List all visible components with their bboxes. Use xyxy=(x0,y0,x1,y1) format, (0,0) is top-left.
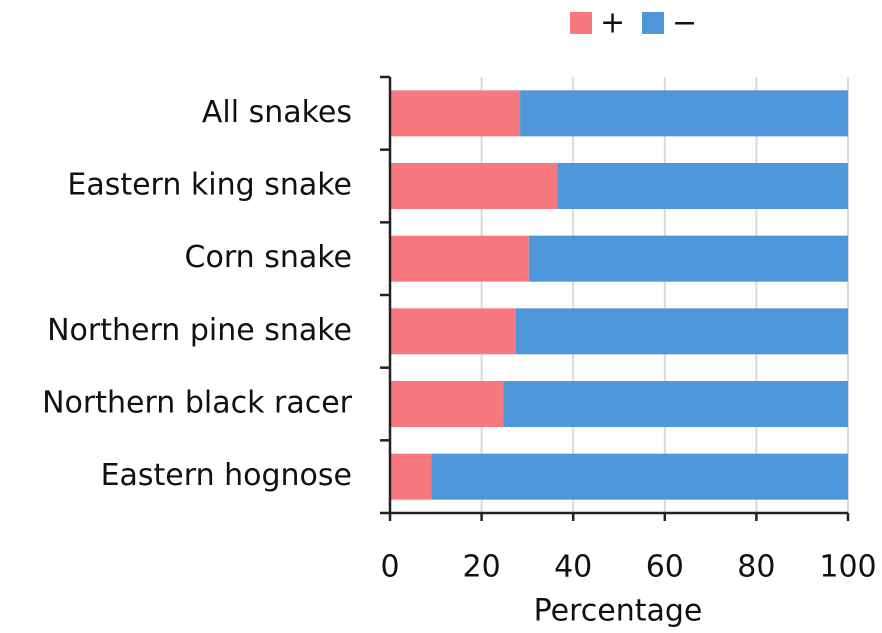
x-tick-label: 60 xyxy=(646,550,684,585)
bar-segment xyxy=(520,90,848,137)
y-tick-label: All snakes xyxy=(202,95,352,130)
x-tick-label: 80 xyxy=(737,550,775,585)
x-tick-label: 40 xyxy=(554,550,592,585)
x-tick-label: 0 xyxy=(380,550,399,585)
legend-swatch xyxy=(570,12,592,34)
y-tick-label: Eastern king snake xyxy=(67,168,352,203)
x-tick-label: 20 xyxy=(463,550,501,585)
bar-segment xyxy=(390,381,504,427)
legend-label: + xyxy=(600,6,625,41)
y-tick-label: Northern black racer xyxy=(42,386,353,421)
bar-segment xyxy=(390,308,516,355)
x-tick-label: 100 xyxy=(819,550,876,585)
bar-segment xyxy=(390,90,521,137)
bar-segment xyxy=(528,235,848,282)
bar-segment xyxy=(390,235,529,282)
x-axis-title: Percentage xyxy=(534,594,703,629)
bar-segment xyxy=(390,453,432,500)
y-tick-label: Corn snake xyxy=(185,240,352,275)
bar-segment xyxy=(431,453,848,500)
y-tick-label: Northern pine snake xyxy=(47,313,352,348)
legend-swatch xyxy=(642,12,664,34)
bar-segment xyxy=(557,163,848,209)
bar-segment xyxy=(503,381,848,427)
legend-label: − xyxy=(672,6,697,41)
bar-segment xyxy=(515,308,848,355)
y-tick-label: Eastern hognose xyxy=(101,458,352,493)
bar-segment xyxy=(390,163,558,209)
